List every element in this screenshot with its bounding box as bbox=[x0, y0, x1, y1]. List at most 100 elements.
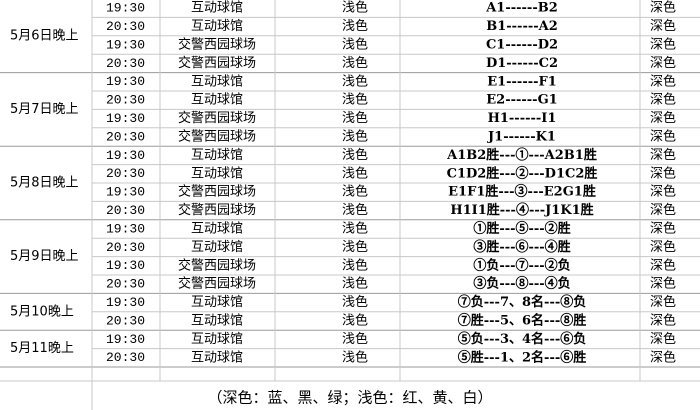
time: 19:30 bbox=[106, 295, 145, 310]
light-color: 浅色 bbox=[342, 331, 368, 347]
light-color: 浅色 bbox=[342, 349, 368, 365]
time: 19:30 bbox=[106, 1, 145, 16]
match: E1------F1 bbox=[487, 74, 557, 89]
time: 20:30 bbox=[106, 350, 145, 365]
match: A1------B2 bbox=[485, 1, 558, 16]
match: J1------K1 bbox=[487, 130, 556, 145]
light-color: 浅色 bbox=[342, 0, 368, 16]
light-color: 浅色 bbox=[342, 202, 368, 218]
date-label: 5月10晚上 bbox=[10, 304, 74, 319]
time: 19:30 bbox=[106, 221, 145, 236]
match: ⑤胜---1、2名---⑥胜 bbox=[458, 349, 586, 365]
match: E2------G1 bbox=[486, 93, 557, 108]
dark-color: 深色 bbox=[650, 313, 676, 329]
match: B1------A2 bbox=[486, 19, 558, 34]
dark-color: 深色 bbox=[650, 92, 676, 108]
date-label: 5月6日晚上 bbox=[10, 28, 79, 43]
dark-color: 深色 bbox=[650, 147, 676, 163]
venue: 交警西园球场 bbox=[178, 184, 256, 200]
time: 20:30 bbox=[106, 56, 145, 71]
match: C1D2胜---②---D1C2胜 bbox=[447, 165, 598, 181]
dark-color: 深色 bbox=[650, 257, 676, 273]
time: 19:30 bbox=[106, 37, 145, 52]
venue: 交警西园球场 bbox=[178, 37, 256, 53]
dark-color: 深色 bbox=[650, 165, 676, 181]
match: D1------C2 bbox=[486, 56, 558, 71]
venue: 互动球馆 bbox=[191, 148, 243, 163]
date-label: 5月11晚上 bbox=[10, 341, 74, 356]
time: 19:30 bbox=[106, 74, 145, 89]
time: 19:30 bbox=[106, 148, 145, 163]
time: 20:30 bbox=[106, 19, 145, 34]
light-color: 浅色 bbox=[342, 221, 368, 237]
light-color: 浅色 bbox=[342, 313, 368, 329]
match: ⑤负---3、4名---⑥负 bbox=[458, 331, 586, 347]
time: 20:30 bbox=[106, 240, 145, 255]
light-color: 浅色 bbox=[342, 55, 368, 71]
dark-color: 深色 bbox=[650, 221, 676, 237]
dark-color: 深色 bbox=[650, 276, 676, 292]
time: 20:30 bbox=[106, 277, 145, 292]
light-color: 浅色 bbox=[342, 147, 368, 163]
light-color: 浅色 bbox=[342, 110, 368, 126]
time: 20:30 bbox=[106, 129, 145, 144]
time: 19:30 bbox=[106, 332, 145, 347]
date-label: 5月8日晚上 bbox=[10, 176, 79, 191]
match: H1I1胜---④---J1K1胜 bbox=[450, 202, 593, 218]
venue: 交警西园球场 bbox=[178, 55, 256, 71]
dark-color: 深色 bbox=[650, 331, 676, 347]
dark-color: 深色 bbox=[650, 37, 676, 53]
match: ⑦胜---5、6名---⑧胜 bbox=[458, 313, 586, 329]
venue: 交警西园球场 bbox=[178, 257, 256, 273]
time: 19:30 bbox=[106, 258, 145, 273]
light-color: 浅色 bbox=[342, 276, 368, 292]
light-color: 浅色 bbox=[342, 239, 368, 255]
light-color: 浅色 bbox=[342, 294, 368, 310]
match: ①负---⑦---②负 bbox=[473, 257, 570, 273]
dark-color: 深色 bbox=[650, 73, 676, 89]
light-color: 浅色 bbox=[342, 184, 368, 200]
venue: 互动球馆 bbox=[191, 74, 243, 89]
venue: 互动球馆 bbox=[191, 314, 243, 329]
match: ⑦负---7、8名---⑧负 bbox=[458, 294, 586, 310]
venue: 交警西园球场 bbox=[178, 129, 256, 145]
venue: 互动球馆 bbox=[191, 240, 243, 255]
venue: 互动球馆 bbox=[191, 295, 243, 310]
time: 20:30 bbox=[106, 93, 145, 108]
venue: 互动球馆 bbox=[191, 166, 243, 181]
venue: 互动球馆 bbox=[191, 19, 243, 34]
match: ③负---⑧---④负 bbox=[473, 276, 570, 292]
light-color: 浅色 bbox=[342, 73, 368, 89]
venue: 互动球馆 bbox=[191, 222, 243, 237]
footer-note: （深色：蓝、黑、绿；浅色：红、黄、白） bbox=[207, 389, 492, 407]
venue: 互动球馆 bbox=[191, 332, 243, 347]
match: ①胜---⑤---②胜 bbox=[473, 221, 570, 237]
date-label: 5月7日晚上 bbox=[10, 102, 79, 117]
time: 20:30 bbox=[106, 203, 145, 218]
match: H1------I1 bbox=[488, 111, 557, 126]
venue: 交警西园球场 bbox=[178, 110, 256, 126]
match: E1F1胜---③---E2G1胜 bbox=[448, 184, 596, 200]
light-color: 浅色 bbox=[342, 165, 368, 181]
venue: 交警西园球场 bbox=[178, 276, 256, 292]
dark-color: 深色 bbox=[650, 349, 676, 365]
dark-color: 深色 bbox=[650, 239, 676, 255]
time: 19:30 bbox=[106, 185, 145, 200]
light-color: 浅色 bbox=[342, 129, 368, 145]
light-color: 浅色 bbox=[342, 37, 368, 53]
light-color: 浅色 bbox=[342, 257, 368, 273]
match: A1B2胜---①---A2B1胜 bbox=[446, 147, 597, 163]
match: C1------D2 bbox=[486, 38, 558, 53]
dark-color: 深色 bbox=[650, 55, 676, 71]
dark-color: 深色 bbox=[650, 184, 676, 200]
dark-color: 深色 bbox=[650, 294, 676, 310]
light-color: 浅色 bbox=[342, 92, 368, 108]
dark-color: 深色 bbox=[650, 110, 676, 126]
dark-color: 深色 bbox=[650, 0, 676, 16]
dark-color: 深色 bbox=[650, 202, 676, 218]
venue: 互动球馆 bbox=[191, 93, 243, 108]
time: 20:30 bbox=[106, 166, 145, 181]
time: 20:30 bbox=[106, 313, 145, 328]
dark-color: 深色 bbox=[650, 18, 676, 34]
